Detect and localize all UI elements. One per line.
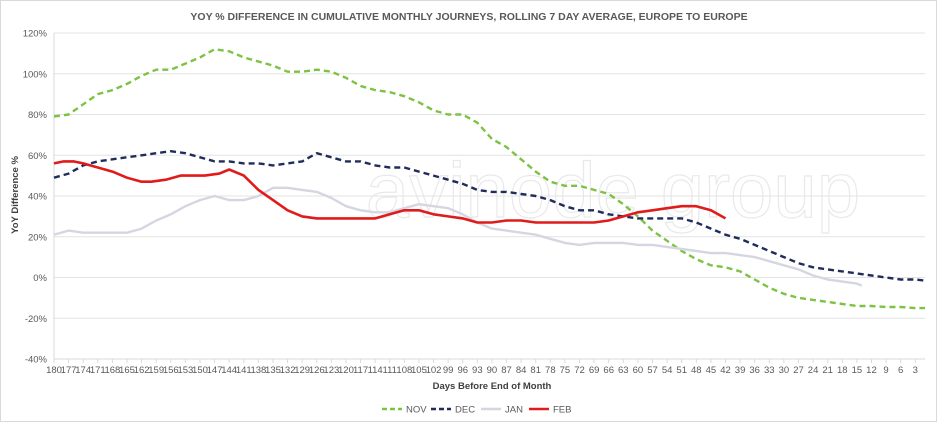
x-tick-label: 57 [647, 365, 658, 376]
x-tick-label: 108 [396, 365, 412, 376]
x-tick-label: 12 [866, 365, 877, 376]
y-tick-label: 120% [23, 29, 48, 40]
y-axis-ticks: -40% -20% 0% 20% 40% 60% 80% 100% 120% [23, 29, 48, 366]
x-tick-label: 51 [676, 365, 687, 376]
x-tick-label: 54 [662, 365, 673, 376]
x-tick-label: 162 [134, 365, 150, 376]
x-tick-label: 15 [852, 365, 863, 376]
y-tick-label: -40% [25, 355, 48, 366]
x-tick-label: 132 [280, 365, 296, 376]
x-tick-label: 18 [837, 365, 848, 376]
x-tick-label: 99 [443, 365, 454, 376]
x-tick-label: 36 [749, 365, 760, 376]
x-tick-label: 75 [560, 365, 571, 376]
x-tick-label: 66 [603, 365, 614, 376]
x-tick-label: 87 [501, 365, 512, 376]
legend-label-nov: NOV [406, 405, 427, 416]
x-tick-label: 135 [265, 365, 281, 376]
x-tick-label: 24 [808, 365, 819, 376]
x-tick-label: 60 [633, 365, 644, 376]
y-axis-label: YoY Difference % [10, 156, 21, 234]
x-tick-label: 120 [338, 365, 354, 376]
x-tick-label: 3 [913, 365, 918, 376]
legend-label-jan: JAN [505, 405, 523, 416]
y-tick-label: 0% [33, 273, 47, 284]
x-tick-label: 72 [574, 365, 585, 376]
x-tick-label: 141 [236, 365, 252, 376]
legend-label-dec: DEC [455, 405, 475, 416]
x-tick-label: 180 [46, 365, 62, 376]
watermark-text: avinode group [366, 146, 860, 234]
legend-label-feb: FEB [553, 405, 571, 416]
x-tick-label: 171 [90, 365, 106, 376]
x-tick-label: 33 [764, 365, 775, 376]
y-tick-label: -20% [25, 314, 48, 325]
x-tick-label: 21 [822, 365, 833, 376]
x-tick-label: 42 [720, 365, 731, 376]
chart-title: YOY % DIFFERENCE IN CUMULATIVE MONTHLY J… [190, 11, 747, 23]
series-line-nov [53, 48, 925, 310]
x-tick-label: 156 [163, 365, 179, 376]
x-tick-label: 168 [104, 365, 120, 376]
x-tick-label: 90 [487, 365, 498, 376]
x-tick-label: 153 [177, 365, 193, 376]
x-axis-ticks: 1801771741711681651621591561531501471441… [46, 365, 918, 376]
x-tick-label: 69 [589, 365, 600, 376]
x-tick-label: 48 [691, 365, 702, 376]
x-tick-label: 111 [383, 365, 397, 376]
x-tick-label: 138 [250, 365, 266, 376]
x-tick-label: 174 [75, 365, 91, 376]
x-tick-label: 78 [545, 365, 556, 376]
x-tick-label: 9 [883, 365, 888, 376]
x-tick-label: 27 [793, 365, 804, 376]
x-tick-label: 63 [618, 365, 629, 376]
x-tick-label: 144 [221, 365, 237, 376]
x-tick-label: 102 [426, 365, 442, 376]
x-tick-label: 105 [411, 365, 427, 376]
series-lines [53, 48, 926, 310]
x-tick-label: 129 [294, 365, 310, 376]
x-tick-label: 84 [516, 365, 527, 376]
x-tick-label: 117 [353, 365, 368, 376]
x-tick-label: 177 [61, 365, 77, 376]
series-line-jan [53, 186, 863, 287]
grid-lines [53, 32, 925, 363]
y-tick-label: 40% [28, 192, 48, 203]
y-tick-label: 20% [28, 232, 48, 243]
chart-legend: NOV DEC JAN FEB [382, 405, 571, 416]
y-tick-label: 60% [28, 151, 48, 162]
series-line-feb [53, 160, 727, 224]
x-tick-label: 150 [192, 365, 208, 376]
series-line-dec [53, 149, 926, 282]
x-tick-label: 6 [898, 365, 903, 376]
x-tick-label: 123 [323, 365, 339, 376]
x-axis-label: Days Before End of Month [433, 381, 552, 392]
x-tick-label: 81 [530, 365, 541, 376]
x-tick-label: 159 [148, 365, 164, 376]
x-tick-label: 147 [207, 365, 223, 376]
x-tick-label: 114 [368, 365, 383, 376]
x-tick-label: 45 [706, 365, 717, 376]
y-tick-label: 100% [23, 69, 48, 80]
x-tick-label: 93 [472, 365, 483, 376]
x-tick-label: 30 [779, 365, 790, 376]
x-tick-label: 96 [457, 365, 468, 376]
y-tick-label: 80% [28, 110, 48, 121]
x-tick-label: 39 [735, 365, 746, 376]
x-tick-label: 165 [119, 365, 135, 376]
x-tick-label: 126 [309, 365, 325, 376]
